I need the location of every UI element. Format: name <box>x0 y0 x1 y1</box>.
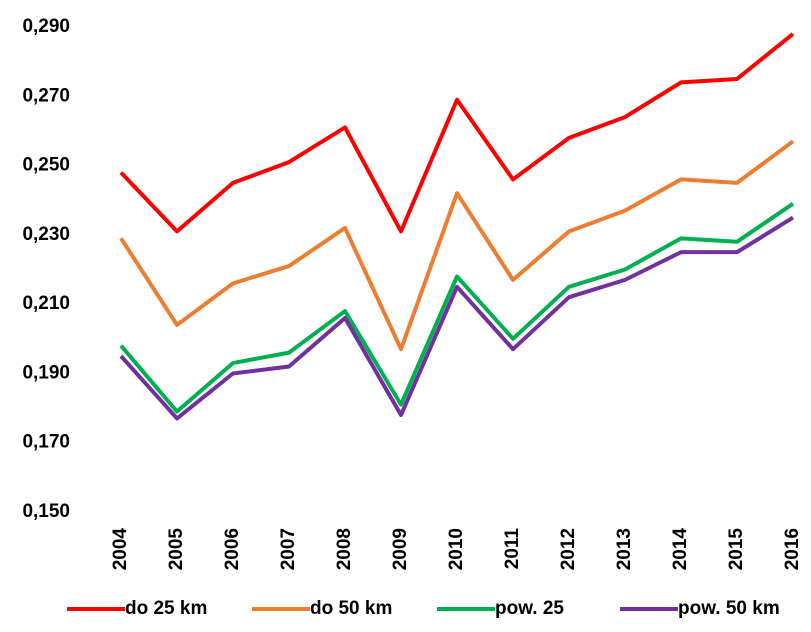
y-tick-label: 0,290 <box>22 16 70 37</box>
x-tick-label: 2016 <box>782 528 803 570</box>
x-tick-label: 2013 <box>614 528 635 570</box>
x-tick-label: 2004 <box>110 528 131 571</box>
legend-label: do 25 km <box>125 598 207 619</box>
series-line <box>119 202 795 414</box>
y-tick-label: 0,270 <box>22 85 70 106</box>
series-line <box>119 139 795 352</box>
series-line <box>119 215 795 421</box>
x-tick-label: 2012 <box>558 528 579 570</box>
x-tick-label: 2007 <box>278 528 299 570</box>
x-tick-label: 2014 <box>670 528 691 571</box>
y-tick-label: 0,210 <box>22 293 70 314</box>
x-tick-label: 2010 <box>446 528 467 570</box>
series-line <box>119 32 795 234</box>
x-tick-label: 2006 <box>222 528 243 570</box>
y-tick-label: 0,190 <box>22 362 70 383</box>
y-tick-label: 0,170 <box>22 432 70 453</box>
legend-label: do 50 km <box>310 598 392 619</box>
x-tick-label: 2011 <box>502 528 523 570</box>
x-tick-label: 2005 <box>166 528 187 571</box>
legend-label: pow. 50 km <box>678 598 780 619</box>
x-tick-label: 2008 <box>334 528 355 570</box>
x-tick-label: 2015 <box>726 528 747 571</box>
y-tick-label: 0,230 <box>22 224 70 245</box>
legend-label: pow. 25 <box>495 598 564 619</box>
x-tick-label: 2009 <box>390 528 411 570</box>
y-tick-label: 0,150 <box>22 501 70 522</box>
y-tick-label: 0,250 <box>22 155 70 176</box>
